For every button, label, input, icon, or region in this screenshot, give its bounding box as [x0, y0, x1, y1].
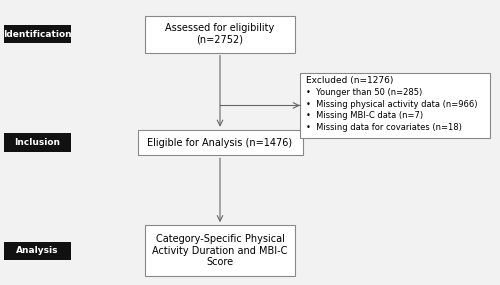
Text: Eligible for Analysis (n=1476): Eligible for Analysis (n=1476) [148, 137, 292, 148]
Text: Category-Specific Physical
Activity Duration and MBI-C
Score: Category-Specific Physical Activity Dura… [152, 234, 288, 267]
Text: •  Missing MBI-C data (n=7): • Missing MBI-C data (n=7) [306, 111, 423, 120]
Text: Excluded (n=1276): Excluded (n=1276) [306, 76, 394, 85]
FancyBboxPatch shape [145, 16, 295, 53]
Text: Assessed for eligibility
(n=2752): Assessed for eligibility (n=2752) [166, 23, 274, 45]
Text: •  Missing data for covariates (n=18): • Missing data for covariates (n=18) [306, 123, 462, 132]
Text: •  Missing physical activity data (n=966): • Missing physical activity data (n=966) [306, 99, 478, 109]
FancyBboxPatch shape [300, 73, 490, 138]
FancyBboxPatch shape [4, 242, 71, 260]
FancyBboxPatch shape [4, 133, 71, 152]
FancyBboxPatch shape [145, 225, 295, 276]
Text: Analysis: Analysis [16, 246, 59, 255]
Text: •  Younger than 50 (n=285): • Younger than 50 (n=285) [306, 88, 422, 97]
Text: Identification: Identification [3, 30, 72, 39]
Text: Inclusion: Inclusion [14, 138, 60, 147]
FancyBboxPatch shape [4, 25, 71, 43]
FancyBboxPatch shape [138, 130, 302, 155]
